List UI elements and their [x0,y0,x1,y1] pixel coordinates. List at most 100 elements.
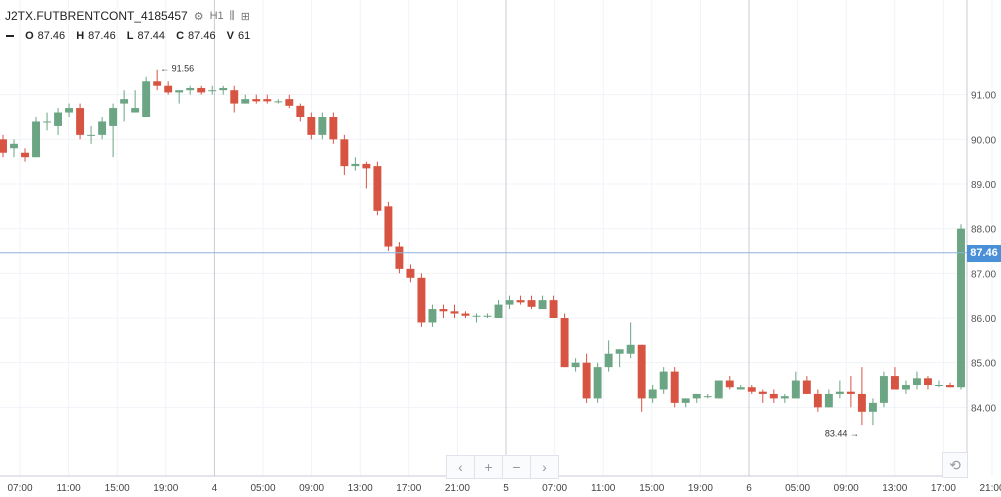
scroll-left-button[interactable]: ‹ [447,456,475,478]
candle [252,94,261,104]
candle [659,367,668,394]
candle-body [32,121,40,158]
candle [340,134,349,176]
candle [758,389,767,403]
candle [153,69,162,91]
candle [615,349,624,368]
candle-body [384,206,393,247]
candle-body [857,393,866,412]
candle [131,90,140,113]
candle [780,393,789,403]
close-label: C [176,30,185,42]
candle-body [835,391,844,394]
candle [946,382,954,388]
candle [483,313,492,318]
candle-body [208,90,217,92]
high-label: H [76,30,85,42]
compare-icon[interactable]: ⊞ [240,10,250,23]
candle [692,393,701,403]
zoom-out-button[interactable]: − [503,456,531,478]
candle [32,117,40,158]
candle [428,304,437,327]
candles [0,69,965,426]
bar-style-icon[interactable]: ⫼ [229,9,235,22]
candle-body [494,304,503,318]
candle [307,112,316,140]
candle-body [582,362,591,399]
candle-body [780,396,789,399]
candle [351,157,360,171]
candle-body [571,362,580,368]
x-tick-label: 15:00 [105,483,130,494]
high-value: 87.46 [88,30,116,42]
candle [109,103,118,158]
candle-body [164,85,173,93]
scroll-right-button[interactable]: › [542,459,547,475]
candle [747,385,756,394]
candle-body [65,108,74,113]
zoom-in-button[interactable]: + [475,456,503,478]
candle-body [252,99,261,102]
y-tick-label: 88.00 [971,225,996,236]
y-tick-label: 87.00 [971,269,996,280]
candle-body [186,87,195,91]
chart-navigation: ‹ + − › [446,455,559,479]
candle-body [241,99,250,104]
candle-body [263,99,272,102]
open-label: O [25,30,34,42]
interval-label[interactable]: H1 [209,10,224,22]
candle-body [604,353,613,368]
candle-body [868,402,877,412]
candle [186,85,195,95]
x-tick-label: 5 [503,483,509,494]
candle-body [373,166,382,211]
candle-body [890,376,899,390]
candle [208,85,217,95]
gear-icon[interactable]: ⚙ [193,10,204,23]
candle-body [924,378,932,385]
candle-body [659,371,668,390]
candle [846,376,855,408]
candle-body [626,344,635,354]
y-tick-label: 91.00 [971,91,996,102]
candle [373,161,382,216]
x-tick-label: 21:00 [979,483,1001,494]
candle [527,295,536,310]
x-tick-label: 13:00 [348,483,373,494]
candle-body [637,344,646,399]
candle-body [109,108,118,126]
candle-body [131,108,140,113]
candle [670,367,679,408]
x-tick-label: 09:00 [299,483,324,494]
candle [76,103,85,140]
x-tick-label: 13:00 [882,483,907,494]
candle-body [175,90,184,93]
candle-body [560,318,569,368]
candle [549,295,558,318]
candle [450,304,459,318]
candle [274,99,283,104]
candle [857,367,866,426]
candle-body [538,300,547,310]
x-tick-label: 6 [746,483,752,494]
candle-body [769,393,778,399]
candle [725,376,734,390]
symbol-label[interactable]: J2TX.FUTBRENTCONT_4185457 [5,9,188,23]
y-tick-label: 84.00 [971,403,996,414]
candle-body [935,385,943,386]
candle-body [417,277,426,323]
candle [571,358,580,372]
candle [43,112,52,131]
x-tick-label: 07:00 [542,483,567,494]
candle-body [120,99,129,104]
candle [87,125,96,144]
candle-body [54,112,63,126]
candle-body [483,315,492,317]
candle-body [428,309,437,323]
reset-chart-button[interactable]: ⟲ [942,452,968,478]
candle-body [946,385,954,388]
candle-body [43,121,52,123]
candle [395,242,404,274]
candle-body [593,367,602,399]
